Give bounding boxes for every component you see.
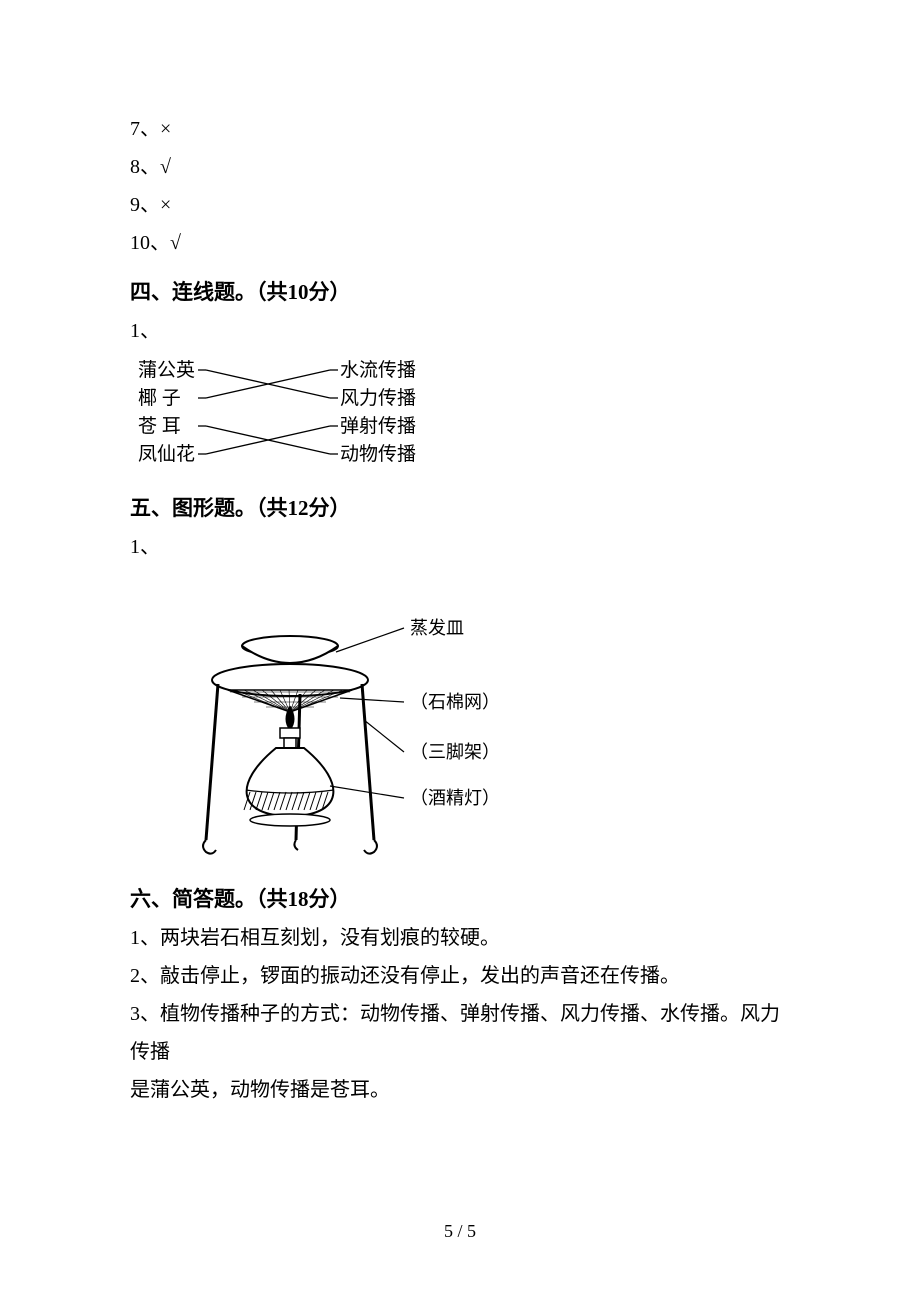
- judgment-num: 9: [130, 194, 140, 216]
- svg-text:蒸发皿: 蒸发皿: [410, 618, 464, 638]
- judgment-mark: ×: [160, 194, 171, 216]
- matching-svg: 蒲公英椰 子苍 耳凤仙花 水流传播风力传播弹射传播动物传播: [130, 354, 450, 478]
- matching-diagram: 蒲公英椰 子苍 耳凤仙花 水流传播风力传播弹射传播动物传播: [130, 354, 790, 478]
- judgment-9: 9、×: [130, 186, 790, 224]
- judgment-10: 10、√: [130, 224, 790, 262]
- section5-item-num: 1、: [130, 528, 790, 566]
- apparatus-svg: 蒸发皿 （石棉网） （三脚架） （酒精灯）: [190, 584, 550, 864]
- svg-text:苍 耳: 苍 耳: [138, 415, 181, 437]
- apparatus-diagram: 蒸发皿 （石棉网） （三脚架） （酒精灯）: [190, 584, 790, 869]
- judgment-7: 7、×: [130, 110, 790, 148]
- judgment-8: 8、√: [130, 148, 790, 186]
- svg-text:（石棉网）: （石棉网）: [410, 692, 500, 712]
- page: 7、× 8、√ 9、× 10、√ 四、连线题。（共10分） 1、 蒲公英椰 子苍…: [0, 0, 920, 1302]
- svg-text:凤仙花: 凤仙花: [138, 443, 195, 465]
- judgment-mark: ×: [160, 118, 171, 140]
- svg-text:蒲公英: 蒲公英: [138, 359, 195, 381]
- judgment-num: 10: [130, 232, 150, 254]
- section6-title: 六、简答题。（共18分）: [130, 879, 790, 919]
- answer-3-line2: 是蒲公英，动物传播是苍耳。: [130, 1071, 790, 1109]
- section4-title: 四、连线题。（共10分）: [130, 272, 790, 312]
- svg-text:水流传播: 水流传播: [340, 359, 416, 381]
- judgment-num: 8: [130, 156, 140, 178]
- answer-2: 2、敲击停止，锣面的振动还没有停止，发出的声音还在传播。: [130, 957, 790, 995]
- judgment-num: 7: [130, 118, 140, 140]
- svg-text:（酒精灯）: （酒精灯）: [410, 788, 500, 808]
- section5-title: 五、图形题。（共12分）: [130, 488, 790, 528]
- svg-text:风力传播: 风力传播: [340, 387, 416, 409]
- svg-text:动物传播: 动物传播: [340, 443, 416, 465]
- section4-item-num: 1、: [130, 312, 790, 350]
- judgment-mark: √: [170, 232, 181, 254]
- page-number: 5 / 5: [0, 1221, 920, 1242]
- svg-text:椰 子: 椰 子: [138, 387, 181, 409]
- judgment-mark: √: [160, 156, 171, 178]
- answer-1: 1、两块岩石相互刻划，没有划痕的较硬。: [130, 919, 790, 957]
- svg-text:弹射传播: 弹射传播: [340, 415, 416, 437]
- svg-text:（三脚架）: （三脚架）: [410, 742, 500, 762]
- answer-3-line1: 3、植物传播种子的方式：动物传播、弹射传播、风力传播、水传播。风力传播: [130, 995, 790, 1071]
